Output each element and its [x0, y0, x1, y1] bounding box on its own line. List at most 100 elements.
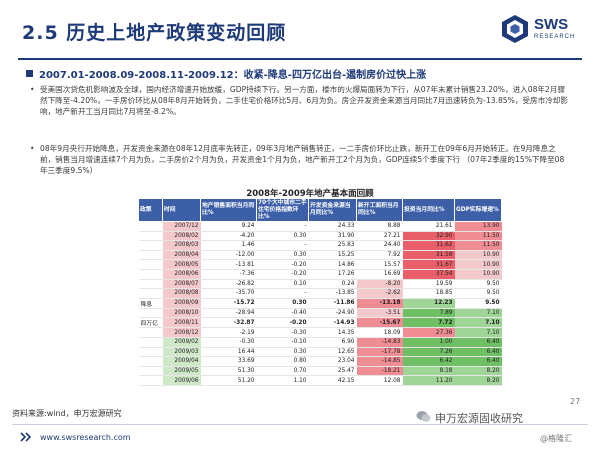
table-body: 2007/12 9.24-24.33 8.88 21.61 13.90 2008/02 -4… [138, 221, 502, 386]
cell-funds: 14.35 [308, 327, 357, 338]
cell-funds: 0.24 [308, 279, 357, 290]
cell-start: 16.69 [356, 269, 403, 280]
cell-price: -0.20 [256, 317, 309, 329]
watermark: 申万宏源固收研究 [435, 412, 523, 425]
cell-start: 18.09 [356, 327, 403, 338]
cell-start: -13.18 [356, 298, 403, 309]
column-header: 地产销售面积当月同比% [200, 198, 257, 222]
table-row: 2008/06 -7.36 -0.20 17.26 16.69 37.54 10.90 [138, 269, 502, 280]
table-row: 2009/04 33.69 0.80 23.04 -14.85 6.42 6.40 [138, 356, 502, 367]
cell-date: 2009/06 [162, 375, 201, 386]
cell-sales: 51.20 [200, 375, 257, 386]
table-row: 降息 2008/09 -15.72 0.30 -11.86 -13.18 12.23 9.50 [138, 298, 502, 309]
table-row: 2008/05 -13.81 -0.20 14.86 15.57 31.67 10.90 [138, 259, 502, 270]
table-row: 2008/02 -4.20 0.30 31.90 27.21 32.90 11.50 [138, 231, 502, 242]
cell-policy [138, 259, 163, 270]
cell-sales: 51.30 [200, 366, 257, 377]
cell-invest: 7.72 [402, 317, 455, 329]
cell-funds: -14.93 [308, 317, 357, 329]
cell-gdp: 7.10 [454, 317, 502, 329]
cell-gdp: 10.90 [454, 250, 502, 261]
cell-date: 2008/09 [162, 298, 201, 309]
section-heading-text: 2007.01-2008.09-2008.11-2009.12：收紧-降息-四万… [39, 70, 427, 81]
cell-sales: -4.20 [200, 231, 257, 242]
cell-funds: 12.65 [308, 347, 357, 358]
paragraph-2: • 08年9月央行开始降息，开发资金来源在08年12月底率先转正，09年3月地产销… [30, 143, 570, 176]
cell-invest: 12.23 [402, 298, 455, 309]
cell-start: -14.85 [356, 356, 403, 367]
cell-sales: -7.36 [200, 269, 257, 280]
logo-subtext: RESEARCH [534, 34, 576, 40]
cell-start: -17.78 [356, 347, 403, 358]
column-header: GDP实际增速% [454, 198, 502, 222]
cell-sales: 1.46 [200, 240, 257, 251]
cell-date: 2008/04 [162, 250, 201, 261]
cell-policy: 四万亿 [138, 317, 163, 329]
cell-funds: 23.04 [308, 356, 357, 367]
cell-sales: -0.30 [200, 337, 257, 348]
cell-start: -2.62 [356, 288, 403, 299]
cell-date: 2008/07 [162, 279, 201, 290]
cell-policy [138, 240, 163, 251]
cell-date: 2008/10 [162, 308, 201, 319]
table-row: 2009/03 16.44 0.30 12.65 -17.78 7.26 6.40 [138, 347, 502, 358]
cell-invest: 31.62 [402, 240, 455, 251]
cell-start: 24.40 [356, 240, 403, 251]
cell-policy [138, 308, 163, 319]
cell-gdp: 6.40 [454, 337, 502, 348]
cell-price: 0.30 [256, 250, 309, 261]
cell-start: 7.92 [356, 250, 403, 261]
bullet-dot-icon: • [30, 144, 35, 153]
cell-date: 2008/02 [162, 231, 201, 242]
title-divider [18, 58, 582, 60]
table-row: 2008/12 -2.19 -0.30 14.35 18.09 27.36 7.10 [138, 327, 502, 338]
cell-date: 2009/03 [162, 347, 201, 358]
cell-date: 2008/08 [162, 288, 201, 299]
cell-sales: -13.81 [200, 259, 257, 270]
cell-price: 0.30 [256, 347, 309, 358]
cell-date: 2009/04 [162, 356, 201, 367]
cell-sales: -35.70 [200, 288, 257, 299]
cell-funds: 15.25 [308, 250, 357, 261]
cell-gdp: 10.90 [454, 259, 502, 270]
cell-price: 0.10 [256, 279, 309, 290]
table-row: 2009/06 51.20 1.10 42.15 12.08 11.20 8.20 [138, 375, 502, 386]
cell-invest: 7.26 [402, 347, 455, 358]
cell-invest: 1.00 [402, 337, 455, 348]
cell-price: - [256, 221, 309, 232]
hexagon-logo-icon [502, 15, 528, 43]
cell-price: -0.10 [256, 337, 309, 348]
cell-sales: -12.00 [200, 250, 257, 261]
cell-funds: 25.47 [308, 366, 357, 377]
cell-start: 27.21 [356, 231, 403, 242]
cell-sales: -26.82 [200, 279, 257, 290]
cell-invest: 18.85 [402, 288, 455, 299]
cell-policy [138, 347, 163, 358]
column-header: 新开工面积当月同比% [356, 198, 403, 222]
cell-policy [138, 250, 163, 261]
cell-invest: 31.67 [402, 259, 455, 270]
cell-price: 0.80 [256, 356, 309, 367]
cell-price: -0.40 [256, 308, 309, 319]
cell-policy [138, 327, 163, 338]
table-row: 2008/07 -26.82 0.10 0.24 -8.20 19.59 9.50 [138, 279, 502, 290]
cell-start: -18.21 [356, 366, 403, 377]
slide-title: 2.5 历史上地产政策变动回顾 [22, 22, 287, 44]
cell-gdp: 13.90 [454, 221, 502, 232]
cell-funds: 31.90 [308, 231, 357, 242]
cell-date: 2008/11 [162, 317, 201, 329]
chevrons-icon [20, 432, 32, 442]
cell-gdp: 8.20 [454, 366, 502, 377]
cell-start: -3.51 [356, 308, 403, 319]
cell-gdp: 11.50 [454, 240, 502, 251]
cell-invest: 19.59 [402, 279, 455, 290]
cell-price: 0.30 [256, 231, 309, 242]
source-note: 资料来源:wind，申万宏源研究 [12, 409, 122, 418]
cell-sales: -28.94 [200, 308, 257, 319]
cell-price: - [256, 240, 309, 251]
cell-invest: 27.36 [402, 327, 455, 338]
wechat-icon [416, 411, 431, 422]
table-row: 2008/10 -28.94 -0.40 -24.90 -3.51 7.89 7.10 [138, 308, 502, 319]
cell-price: -0.20 [256, 259, 309, 270]
cell-invest: 7.89 [402, 308, 455, 319]
